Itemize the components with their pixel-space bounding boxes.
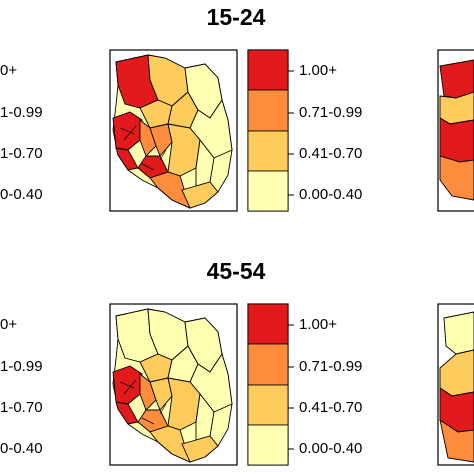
map-panel-right-bottom-partial bbox=[437, 303, 474, 466]
map-panel-45-54 bbox=[109, 303, 238, 466]
map-panel-15-24 bbox=[109, 49, 238, 212]
legend-bottom-swatch-4 bbox=[247, 424, 289, 466]
left-legend-label-8: 0-0.40 bbox=[0, 440, 43, 457]
county-rift-bottom bbox=[139, 373, 157, 411]
legend-bottom-label-2: 0.71-0.99 bbox=[299, 358, 363, 375]
left-legend-label-1: 0+ bbox=[0, 62, 18, 79]
county-lake-bottom bbox=[115, 401, 139, 425]
legend-top-label-4: 0.00-0.40 bbox=[299, 186, 363, 203]
left-legend-label-4: 0-0.40 bbox=[0, 186, 43, 203]
left-legend-label-5: 0+ bbox=[0, 316, 18, 333]
legend-top-swatch-1 bbox=[247, 49, 289, 91]
legend-top bbox=[247, 49, 294, 212]
legend-top-label-1: 1.00+ bbox=[299, 62, 337, 79]
left-legend-label-3: 1-0.70 bbox=[0, 145, 43, 162]
county-coast-top bbox=[181, 181, 219, 209]
legend-top-swatch-3 bbox=[247, 130, 289, 172]
legend-bottom bbox=[247, 303, 294, 466]
legend-bottom-label-4: 0.00-0.40 bbox=[299, 440, 363, 457]
legend-bottom-swatch-1 bbox=[247, 303, 289, 345]
left-legend-label-2: 1-0.99 bbox=[0, 104, 43, 121]
map-panel-right-top-partial bbox=[437, 49, 474, 212]
legend-bottom-swatch-3 bbox=[247, 384, 289, 426]
legend-top-swatch-2 bbox=[247, 89, 289, 132]
legend-top-swatch-4 bbox=[247, 170, 289, 212]
left-legend-label-7: 1-0.70 bbox=[0, 399, 43, 416]
left-legend-label-6: 1-0.99 bbox=[0, 358, 43, 375]
legend-bottom-label-3: 0.41-0.70 bbox=[299, 399, 363, 416]
legend-top-label-3: 0.41-0.70 bbox=[299, 145, 363, 162]
panel-title-15-24: 15-24 bbox=[206, 4, 266, 30]
legend-top-label-2: 0.71-0.99 bbox=[299, 104, 363, 121]
county-central-top bbox=[149, 123, 173, 157]
county-kitui-bottom bbox=[167, 377, 201, 431]
panel-title-45-54: 45-54 bbox=[206, 258, 266, 284]
county-central-bottom bbox=[149, 377, 173, 411]
county-lake-top bbox=[115, 147, 139, 171]
legend-bottom-label-1: 1.00+ bbox=[299, 316, 337, 333]
legend-bottom-swatch-2 bbox=[247, 343, 289, 386]
county-kitui-top bbox=[167, 123, 201, 177]
county-coast-bottom bbox=[181, 435, 219, 463]
county-rift-top bbox=[139, 119, 157, 157]
